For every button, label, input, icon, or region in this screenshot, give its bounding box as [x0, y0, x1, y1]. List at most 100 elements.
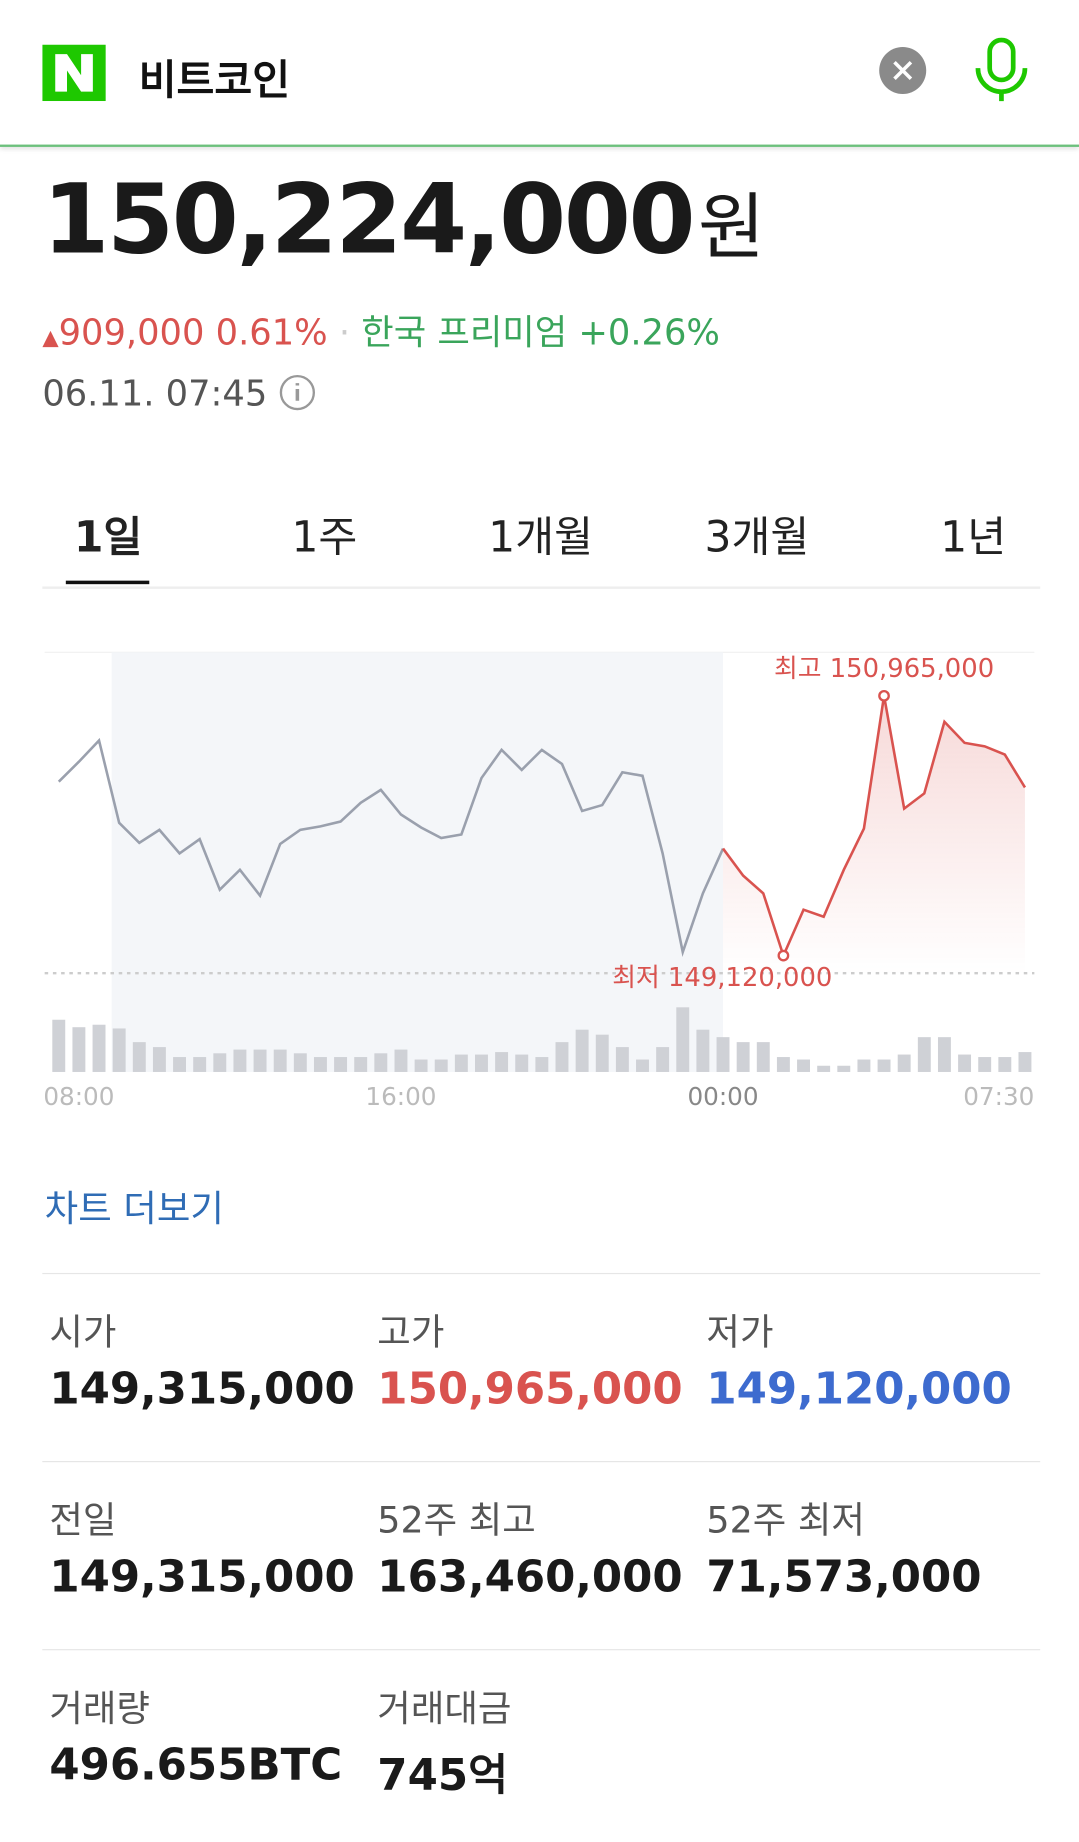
volume-bar — [595, 1034, 609, 1072]
volume-bar — [132, 1042, 146, 1072]
x-tick-label: 16:00 — [365, 1082, 436, 1111]
volume-bar — [776, 1057, 790, 1072]
search-query[interactable]: 비트코인 — [138, 57, 291, 105]
volume-bar — [92, 1024, 106, 1072]
volume-bar — [676, 1007, 690, 1072]
tab-underline — [65, 580, 150, 585]
tab-divider — [42, 586, 1041, 589]
volume-bar — [555, 1042, 569, 1072]
volume-bar — [515, 1054, 529, 1072]
prior-day-shade — [111, 652, 724, 1072]
stats-divider — [42, 1272, 1041, 1275]
premium: +0.26% — [578, 312, 720, 354]
volume-bar — [334, 1057, 348, 1072]
timestamp-line: 06.11. 07:45 — [42, 374, 316, 415]
volume-bar — [152, 1047, 166, 1072]
naver-logo[interactable] — [42, 44, 106, 102]
stat-value: 149,315,000 — [49, 1551, 355, 1603]
volume-bar — [52, 1019, 66, 1072]
stat-value: 163,460,000 — [377, 1551, 683, 1603]
stat-value: 745억 — [377, 1750, 509, 1801]
volume-bar — [72, 1027, 86, 1072]
period-tab[interactable]: 1년 — [940, 513, 1007, 562]
volume-bar — [233, 1049, 247, 1072]
volume-bar — [636, 1059, 649, 1072]
extreme-annotation: 최저 149,120,000 — [612, 963, 832, 993]
today-area — [723, 695, 1025, 976]
clear-button[interactable] — [878, 46, 927, 95]
more-chart-link[interactable]: 차트 더보기 — [44, 1188, 224, 1231]
timestamp: 06.11. 07:45 — [42, 373, 268, 415]
volume-bar — [897, 1054, 911, 1072]
volume-bar — [495, 1052, 509, 1072]
price-line: 150,224,000원 — [42, 165, 765, 277]
volume-bar — [293, 1053, 307, 1072]
volume-bar — [736, 1042, 750, 1072]
x-tick-label: 00:00 — [687, 1082, 758, 1111]
volume-bar — [797, 1059, 810, 1072]
volume-bar — [434, 1059, 448, 1072]
stat-value: 71,573,000 — [706, 1551, 982, 1603]
stat-value: 150,965,000 — [377, 1363, 683, 1415]
volume-bar — [354, 1057, 368, 1072]
volume-bar — [394, 1049, 408, 1072]
period-tab[interactable]: 1개월 — [488, 513, 594, 562]
change-line: ▲909,000 0.61% · 한국 프리미엄 +0.26% — [42, 312, 720, 354]
period-tab[interactable]: 1주 — [291, 513, 358, 562]
volume-bar — [937, 1037, 951, 1072]
period-tab[interactable]: 1일 — [73, 513, 143, 562]
extreme-marker — [777, 949, 790, 962]
stat-label: 거래대금 — [377, 1687, 512, 1731]
volume-bar — [213, 1053, 227, 1072]
period-tab[interactable]: 3개월 — [704, 513, 810, 562]
stat-label: 고가 — [377, 1311, 445, 1355]
volume-bar — [958, 1054, 972, 1072]
volume-bar — [1018, 1052, 1032, 1072]
volume-bar — [917, 1037, 931, 1072]
volume-bar — [273, 1049, 287, 1072]
voice-button[interactable] — [971, 37, 1032, 106]
volume-bar — [475, 1054, 488, 1072]
stat-label: 전일 — [49, 1499, 117, 1543]
chart: 최고 150,965,000 최저 149,120,000 08:00 16:00 00… — [43, 651, 1034, 1111]
stat-label: 시가 — [49, 1311, 117, 1355]
volume-bar — [877, 1059, 891, 1072]
volume-bar — [173, 1057, 187, 1072]
volume-bar — [193, 1057, 207, 1072]
volume-bar — [253, 1049, 267, 1072]
volume-bar — [857, 1059, 871, 1072]
price: 150,224,000 — [42, 164, 695, 277]
stat-value: 149,120,000 — [706, 1363, 1012, 1415]
stat-label: 거래량 — [49, 1687, 150, 1731]
stat-label: 52주 최고 — [377, 1499, 536, 1543]
stats-divider — [42, 1461, 1041, 1463]
volume-bar — [414, 1059, 428, 1072]
volume-bar — [535, 1057, 549, 1072]
stat-value: 496.655BTC — [49, 1739, 343, 1791]
volume-bar — [313, 1057, 327, 1072]
volume-bar — [374, 1053, 388, 1072]
premium-label: 한국 프리미엄 — [361, 312, 568, 354]
price-unit: 원 — [697, 184, 766, 271]
volume-bar — [615, 1047, 629, 1072]
volume-bar — [575, 1029, 589, 1072]
stats-divider — [42, 1649, 1041, 1651]
change: 909,000 — [58, 312, 205, 354]
volume-bar — [998, 1057, 1012, 1072]
volume-bar — [656, 1047, 670, 1072]
volume-bar — [454, 1054, 468, 1072]
x-tick-label: 07:30 — [963, 1082, 1034, 1111]
change-pct: 0.61% — [215, 312, 328, 354]
extreme-annotation: 최고 150,965,000 — [774, 654, 994, 684]
stat-value: 149,315,000 — [49, 1363, 355, 1415]
prior-day-line — [57, 737, 725, 957]
x-tick-label: 08:00 — [43, 1082, 114, 1111]
volume-bar — [837, 1065, 851, 1072]
stat-label: 저가 — [706, 1311, 774, 1355]
volume-bar — [696, 1029, 710, 1072]
search-bar — [0, 0, 1079, 147]
info-icon[interactable] — [279, 374, 317, 412]
extreme-marker — [878, 689, 890, 702]
